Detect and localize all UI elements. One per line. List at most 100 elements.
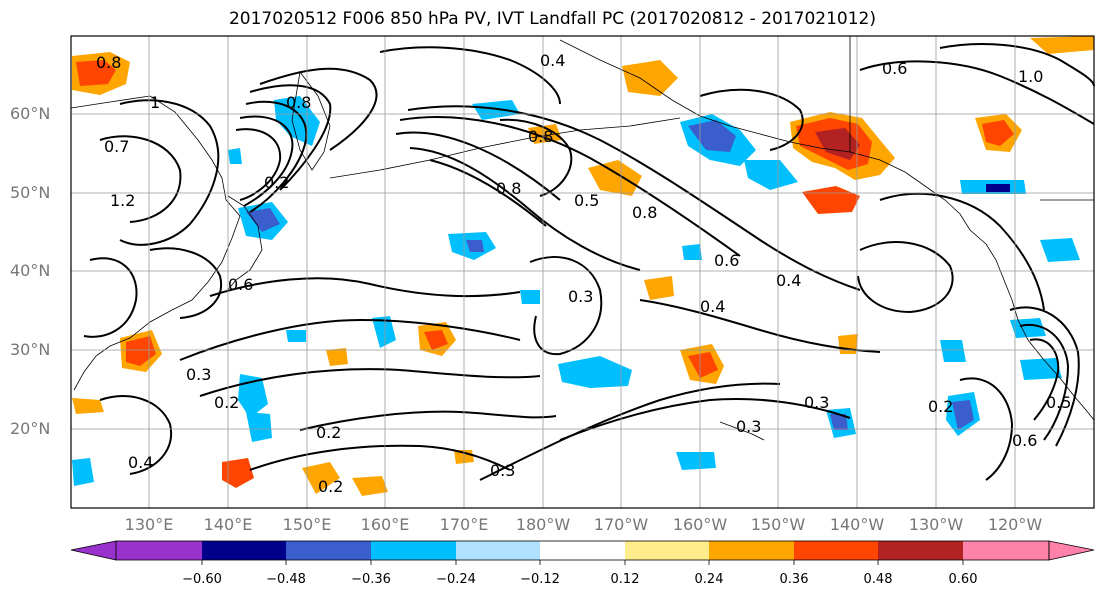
pv-negative-blob [744,160,798,190]
pv-positive-blob [424,330,448,350]
coastline-asia [70,95,241,391]
colorbar-tick-label: −0.60 [182,572,222,587]
pv-positive-blob [644,276,674,300]
ivt-contour [1009,306,1080,447]
colorbar-segment [794,541,878,560]
lon-label: 120°W [987,515,1043,534]
pv-positive-blob [588,160,642,196]
ivt-contour [409,147,641,271]
ivt-contour [99,135,182,223]
contour-label: 0.3 [568,287,593,306]
colorbar-tick-label: −0.12 [520,572,560,587]
pv-negative-blob [274,96,320,146]
colorbar-segment [116,541,202,560]
ivt-contour [559,397,851,441]
ivt-contour [639,299,881,353]
ivt-contour [857,241,954,314]
contour-label: 0.8 [96,53,121,72]
contour-label: 0.4 [700,297,725,316]
ivt-contour [429,159,547,227]
contour-label: 0.5 [574,191,599,210]
lon-label: 160°W [672,515,728,534]
contour-label: 0.8 [528,127,553,146]
lon-label: 150°E [282,515,332,534]
pv-negative-blob [372,316,396,348]
pv-negative-blob [520,290,540,304]
colorbar-segment [625,541,709,560]
pv-shading [72,36,1094,496]
contour-label: 0.3 [804,393,829,412]
ivt-contour [879,192,1045,311]
pv-positive-blob [838,334,858,354]
lat-label-40n: 40°N [10,261,51,280]
pv-positive-blob [72,398,104,414]
lon-label: 150°W [750,515,806,534]
pv-negative-blob [986,184,1010,192]
colorbar [70,540,1095,565]
ivt-contour [179,318,521,361]
colorbar-segment [540,541,625,560]
pv-positive-blob [222,458,254,488]
pv-positive-blob [622,60,678,96]
lon-label: 170°W [593,515,649,534]
pv-negative-blob [466,240,484,252]
contour-labels: 0.8 0.4 0.6 1 1.0 0.7 1.2 0.2 0.8 0.5 0.… [96,51,1071,496]
coastline-north-america [959,213,1095,421]
ivt-contour [119,99,220,246]
ivt-contour [959,377,1014,481]
pv-negative-blob [228,148,242,164]
contour-label: 0.4 [540,51,565,70]
contour-label: 0.6 [1012,431,1037,450]
colorbar-tick-label: 0.36 [779,572,809,587]
map-frame [70,35,1095,509]
colorbar-segment [709,541,794,560]
contour-label: 0.6 [714,251,739,270]
ivt-contour [1029,338,1060,421]
coastline-aleutians [329,117,681,179]
pv-negative-blob [940,340,966,362]
ivt-contour [239,115,294,207]
contour-label: 1.2 [110,191,135,210]
colorbar-segment [371,541,456,560]
ivt-contour [1019,323,1070,441]
pv-negative-blob [286,330,306,342]
map-title: 2017020512 F006 850 hPa PV, IVT Landfall… [228,9,876,29]
colorbar-tick-label: −0.48 [266,572,306,587]
colorbar-segment [878,541,963,560]
pv-positive-blob [326,348,348,366]
pv-positive-blob [76,60,116,86]
colorbar-segment [202,541,286,560]
contour-label: 0.8 [632,203,657,222]
contour-label: 0.8 [496,179,521,198]
pv-positive-blob [302,462,340,494]
ivt-contour [699,88,804,151]
pv-negative-blob [558,356,632,388]
coastline-hawaii [719,421,765,441]
ivt-contour [149,247,223,319]
pv-negative-blob [72,458,94,486]
colorbar-extend-high [1048,540,1095,561]
ivt-contour [395,131,561,201]
ivt-contour [299,410,557,431]
lon-label: 170°E [439,515,489,534]
contour-label: 0.2 [214,393,239,412]
pv-positive-blob [528,124,562,144]
lon-label: 160°E [360,515,410,534]
colorbar-tick-label: −0.24 [436,572,476,587]
contour-label: 0.5 [1046,393,1071,412]
colorbar-segment [456,541,540,560]
lat-label-30n: 30°N [10,340,51,359]
lon-label: 130°W [908,515,964,534]
lat-label-20n: 20°N [10,419,51,438]
colorbar-tick-label: 0.60 [948,572,978,587]
contour-label: 0.3 [736,417,761,436]
lon-label: 140°W [829,515,885,534]
ivt-contours [83,43,1095,481]
pv-positive-blob [126,336,156,366]
contour-label: 0.2 [316,423,341,442]
ivt-contour [939,43,1095,87]
pv-negative-blob [1020,358,1062,380]
contour-label: 1 [150,93,160,112]
colorbar-tick-label: 0.48 [863,572,893,587]
